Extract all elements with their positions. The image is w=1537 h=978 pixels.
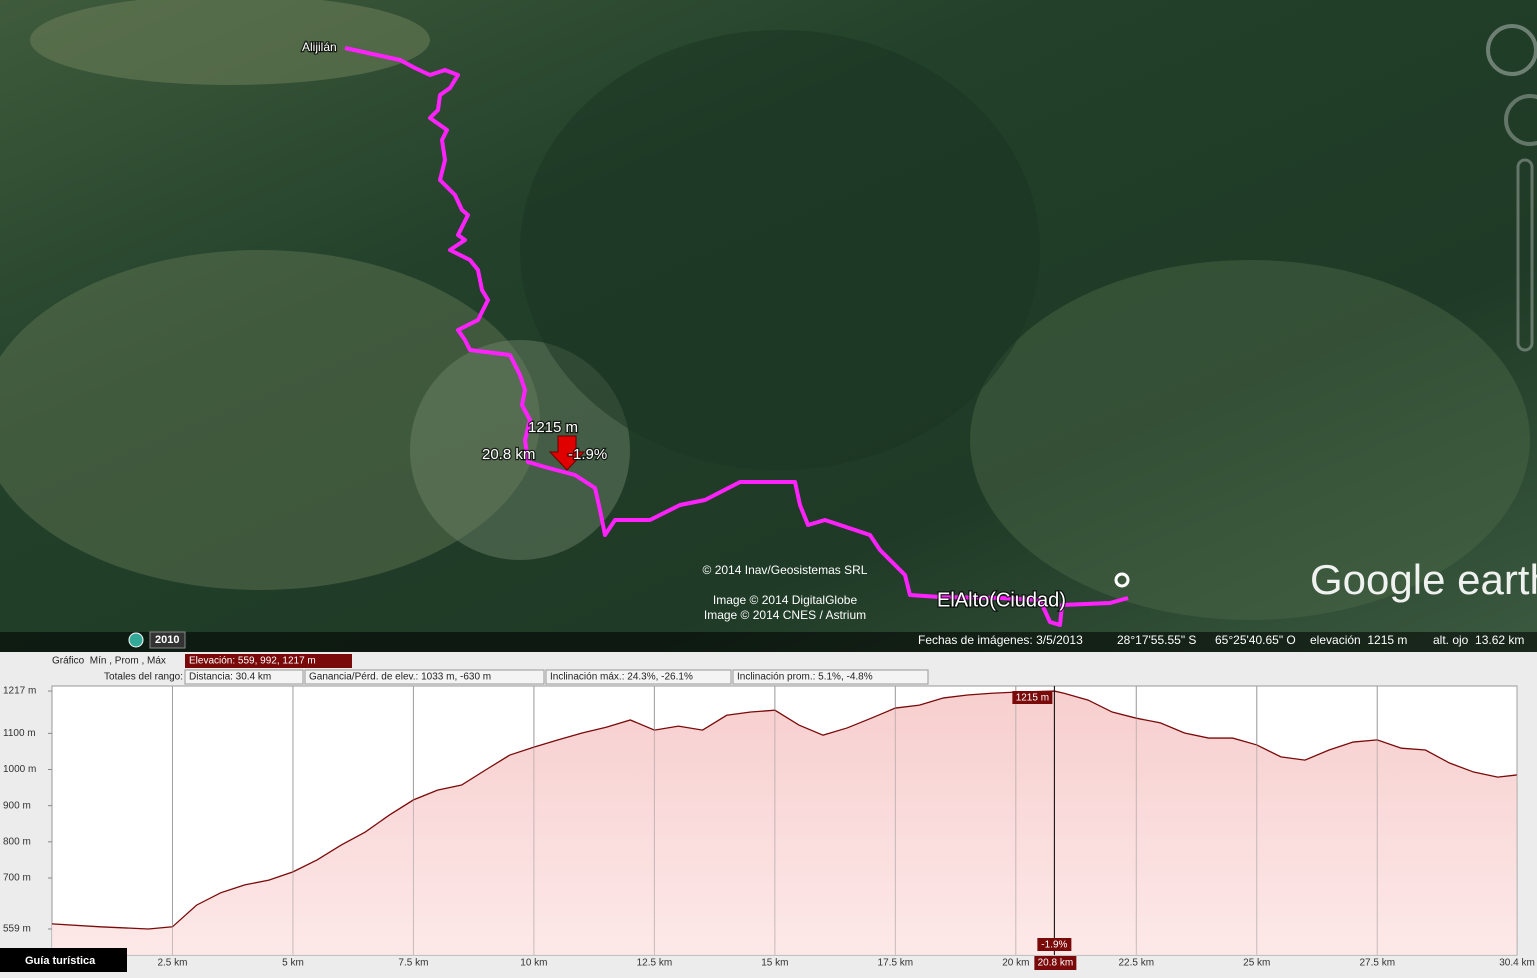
credit: © 2014 Inav/Geosistemas SRL	[703, 563, 868, 577]
tour-label[interactable]: Guía turística	[25, 955, 96, 967]
y-tick-label: 559 m	[3, 924, 31, 935]
cursor-distance: 20.8 km	[1038, 958, 1074, 969]
cursor-box	[1012, 691, 1053, 704]
status-bar	[0, 632, 1537, 652]
credit: Image © 2014 DigitalGlobe	[713, 593, 858, 607]
marker-grade: -1.9%	[568, 446, 607, 463]
status-date: Fechas de imágenes: 3/5/2013	[918, 633, 1083, 647]
place-label: Alijilán	[302, 40, 337, 54]
x-tick-label: 2.5 km	[157, 958, 187, 969]
y-tick-label: 1000 m	[3, 764, 36, 775]
marker-distance: 20.8 km	[482, 446, 535, 463]
x-tick-label: 25 km	[1243, 958, 1270, 969]
position-arrow	[548, 435, 586, 471]
x-tick-label: 5 km	[282, 958, 304, 969]
y-tick-label: 900 m	[3, 800, 31, 811]
history-icon[interactable]	[128, 632, 144, 648]
summary-label: Gráfico Mín , Prom , Máx	[52, 656, 166, 667]
x-tick-label: 27.5 km	[1359, 958, 1395, 969]
compass[interactable]	[1486, 24, 1537, 76]
status-eye: alt. ojo 13.62 km	[1433, 633, 1524, 647]
status-lat: 28°17'55.55" S	[1117, 633, 1196, 647]
y-tick-label: 800 m	[3, 836, 31, 847]
year-box	[149, 631, 186, 649]
y-tick-label: 1217 m	[3, 686, 36, 697]
stat-box	[304, 669, 545, 685]
x-tick-label: 30.4 km	[1499, 958, 1535, 969]
y-tick-label: 700 m	[3, 873, 31, 884]
logo: Google earth	[1310, 556, 1537, 603]
terrain-patch	[0, 250, 540, 590]
elevation-summary: Elevación: 559, 992, 1217 m	[189, 656, 316, 667]
stat: Ganancia/Pérd. de elev.: 1033 m, -630 m	[309, 672, 491, 683]
elevation-area	[52, 691, 1517, 955]
stat-box	[184, 669, 304, 685]
place-label: ElAlto(Ciudad)	[937, 589, 1066, 611]
marker-elevation: 1215 m	[528, 419, 578, 436]
credit: Image © 2014 CNES / Astrium	[704, 608, 866, 622]
x-tick-label: 7.5 km	[398, 958, 428, 969]
elevation-line	[51, 690, 1518, 930]
totals-label: Totales del rango:	[104, 672, 183, 683]
terrain-patch	[970, 260, 1530, 620]
look-control[interactable]	[1504, 94, 1537, 146]
place-icon	[1114, 572, 1130, 588]
y-tick-label: 1100 m	[3, 728, 36, 739]
stat: Inclinación prom.: 5.1%, -4.8%	[737, 672, 873, 683]
x-tick-label: 20 km	[1002, 958, 1029, 969]
year: 2010	[155, 634, 179, 646]
tour-button[interactable]	[0, 948, 127, 972]
cursor-grade: -1.9%	[1041, 940, 1067, 951]
route	[344, 46, 1129, 627]
terrain-patch	[410, 340, 630, 560]
cursor-box	[1034, 956, 1077, 970]
zoom-slider[interactable]	[1516, 158, 1534, 352]
summary-box	[185, 654, 352, 668]
status-lon: 65°25'40.65" O	[1215, 633, 1296, 647]
stat-box	[545, 669, 732, 685]
x-tick-label: 17.5 km	[878, 958, 914, 969]
x-tick-label: 12.5 km	[637, 958, 673, 969]
stat-box	[732, 669, 929, 685]
map[interactable]: Alijilán ElAlto(Ciudad) 1215 m 20.8 km -…	[0, 0, 1537, 652]
x-tick-label: 10 km	[520, 958, 547, 969]
terrain-patch	[30, 0, 430, 85]
cursor-elevation: 1215 m	[1016, 693, 1049, 704]
stat: Inclinación máx.: 24.3%, -26.1%	[550, 672, 693, 683]
cursor-box	[1037, 938, 1072, 951]
x-tick-label: 22.5 km	[1119, 958, 1155, 969]
status-elevation: elevación 1215 m	[1310, 633, 1407, 647]
x-tick-label: 15 km	[761, 958, 788, 969]
terrain-patch	[520, 30, 1040, 470]
stat: Distancia: 30.4 km	[189, 672, 271, 683]
